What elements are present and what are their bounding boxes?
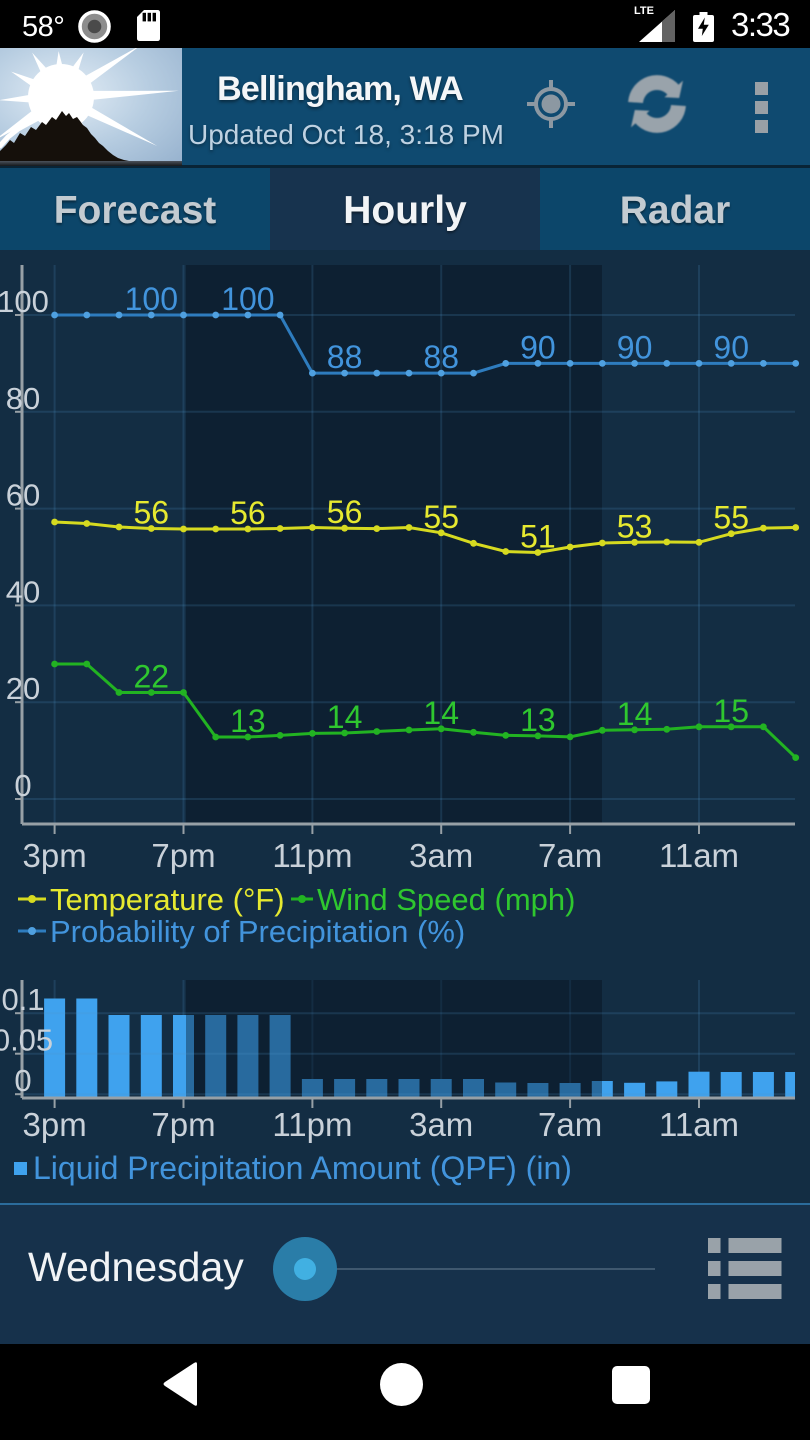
svg-text:Liquid Precipitation Amount (Q: Liquid Precipitation Amount (QPF) (in) [33, 1150, 572, 1186]
svg-text:90: 90 [617, 329, 653, 365]
svg-text:56: 56 [134, 495, 170, 531]
svg-text:7am: 7am [538, 837, 602, 874]
svg-text:55: 55 [423, 499, 459, 535]
svg-text:7am: 7am [538, 1106, 602, 1143]
svg-text:15: 15 [713, 693, 749, 729]
svg-text:0: 0 [14, 1063, 31, 1098]
svg-text:11pm: 11pm [272, 1106, 352, 1143]
svg-text:Temperature (°F): Temperature (°F) [50, 882, 285, 917]
svg-text:88: 88 [423, 339, 459, 375]
svg-text:3pm: 3pm [22, 1106, 86, 1143]
svg-text:90: 90 [520, 329, 556, 365]
svg-text:20: 20 [6, 671, 40, 706]
svg-text:0: 0 [14, 768, 31, 803]
svg-text:14: 14 [327, 699, 363, 735]
svg-text:22: 22 [134, 659, 170, 695]
svg-text:3am: 3am [409, 837, 473, 874]
svg-text:53: 53 [617, 508, 653, 544]
svg-text:Probability of Precipitation (: Probability of Precipitation (%) [50, 914, 465, 949]
svg-text:11pm: 11pm [272, 837, 352, 874]
svg-text:7pm: 7pm [151, 837, 215, 874]
svg-text:14: 14 [617, 696, 653, 732]
svg-text:0.05: 0.05 [0, 1023, 53, 1058]
svg-text:90: 90 [713, 329, 749, 365]
svg-text:11am: 11am [659, 837, 739, 874]
svg-text:11am: 11am [659, 1106, 739, 1143]
svg-text:0.1: 0.1 [1, 982, 44, 1017]
svg-text:55: 55 [713, 500, 749, 536]
svg-text:40: 40 [6, 574, 40, 609]
svg-text:80: 80 [6, 381, 40, 416]
svg-text:56: 56 [327, 494, 363, 530]
svg-text:14: 14 [423, 695, 459, 731]
svg-text:13: 13 [520, 702, 556, 738]
svg-text:7pm: 7pm [151, 1106, 215, 1143]
svg-text:60: 60 [6, 478, 40, 513]
svg-text:100: 100 [0, 284, 49, 319]
svg-text:100: 100 [221, 281, 274, 317]
svg-text:88: 88 [327, 339, 363, 375]
svg-text:3am: 3am [409, 1106, 473, 1143]
svg-text:51: 51 [520, 519, 556, 555]
svg-text:13: 13 [230, 703, 266, 739]
svg-text:Wind Speed (mph): Wind Speed (mph) [317, 882, 575, 917]
svg-text:100: 100 [125, 281, 178, 317]
svg-text:56: 56 [230, 495, 266, 531]
svg-text:3pm: 3pm [22, 837, 86, 874]
